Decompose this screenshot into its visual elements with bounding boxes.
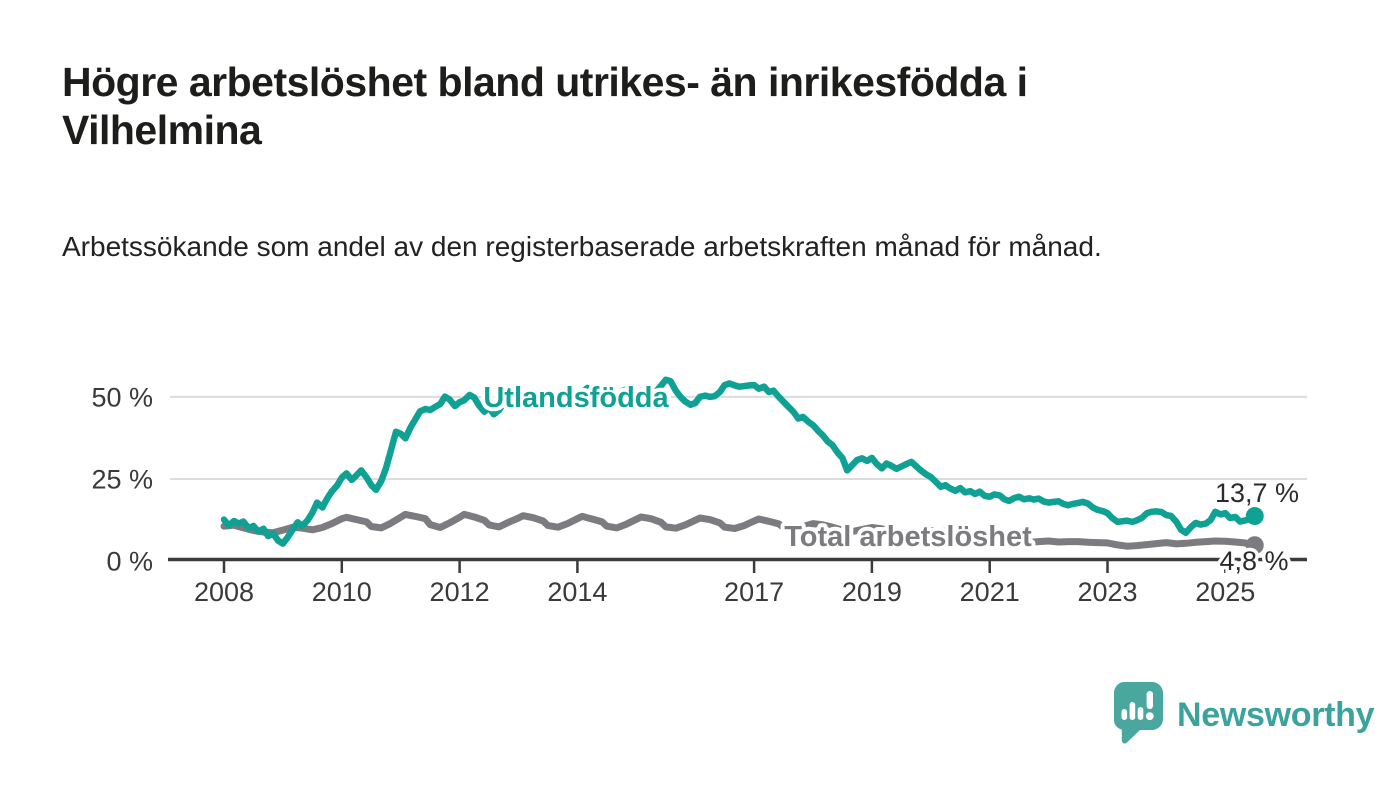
- x-tick-label: 2014: [547, 577, 607, 607]
- series-end-dot: [1245, 507, 1264, 526]
- x-tick-label: 2025: [1195, 577, 1255, 607]
- chart-subtitle: Arbetssökande som andel av den registerb…: [62, 231, 1102, 262]
- y-tick-label: 0 %: [106, 547, 153, 577]
- y-tick-label: 50 %: [91, 382, 153, 412]
- x-tick-label: 2023: [1077, 577, 1137, 607]
- x-tick-label: 2017: [724, 577, 784, 607]
- series-line-utlandsf-dda: [220, 376, 1259, 547]
- series-label: Total arbetslöshet: [784, 521, 1032, 553]
- x-tick-label: 2012: [430, 577, 490, 607]
- chart-canvas: 0 % 25 % 50 % 2008 2010 2012 2014 2017 2019 2021 2…: [91, 376, 1307, 607]
- newsworthy-logo-icon: [1113, 681, 1164, 749]
- x-tick-label: 2010: [312, 577, 372, 607]
- series-end-dot: [1245, 536, 1264, 555]
- x-tick-label: 2019: [842, 577, 902, 607]
- series-label: Utlandsfödda: [483, 382, 669, 414]
- y-tick-label: 25 %: [91, 464, 153, 494]
- newsworthy-logo-text: Newsworthy: [1177, 695, 1375, 734]
- newsworthy-logo: Newsworthy: [1113, 681, 1375, 749]
- x-tick-label: 2021: [960, 577, 1020, 607]
- series-end-value-label: 13,7 %: [1215, 478, 1299, 508]
- series-end-value-label: 4,8 %: [1219, 546, 1288, 576]
- page-title: Högre arbetslöshet bland utrikes- än inr…: [62, 59, 1028, 154]
- unemployment-line-chart: 0 % 25 % 50 % 2008 2010 2012 2014 2017 2019 2021 2…: [0, 350, 1400, 650]
- series-line-total-arbetsl-shet: [220, 510, 1259, 550]
- x-tick-label: 2008: [194, 577, 254, 607]
